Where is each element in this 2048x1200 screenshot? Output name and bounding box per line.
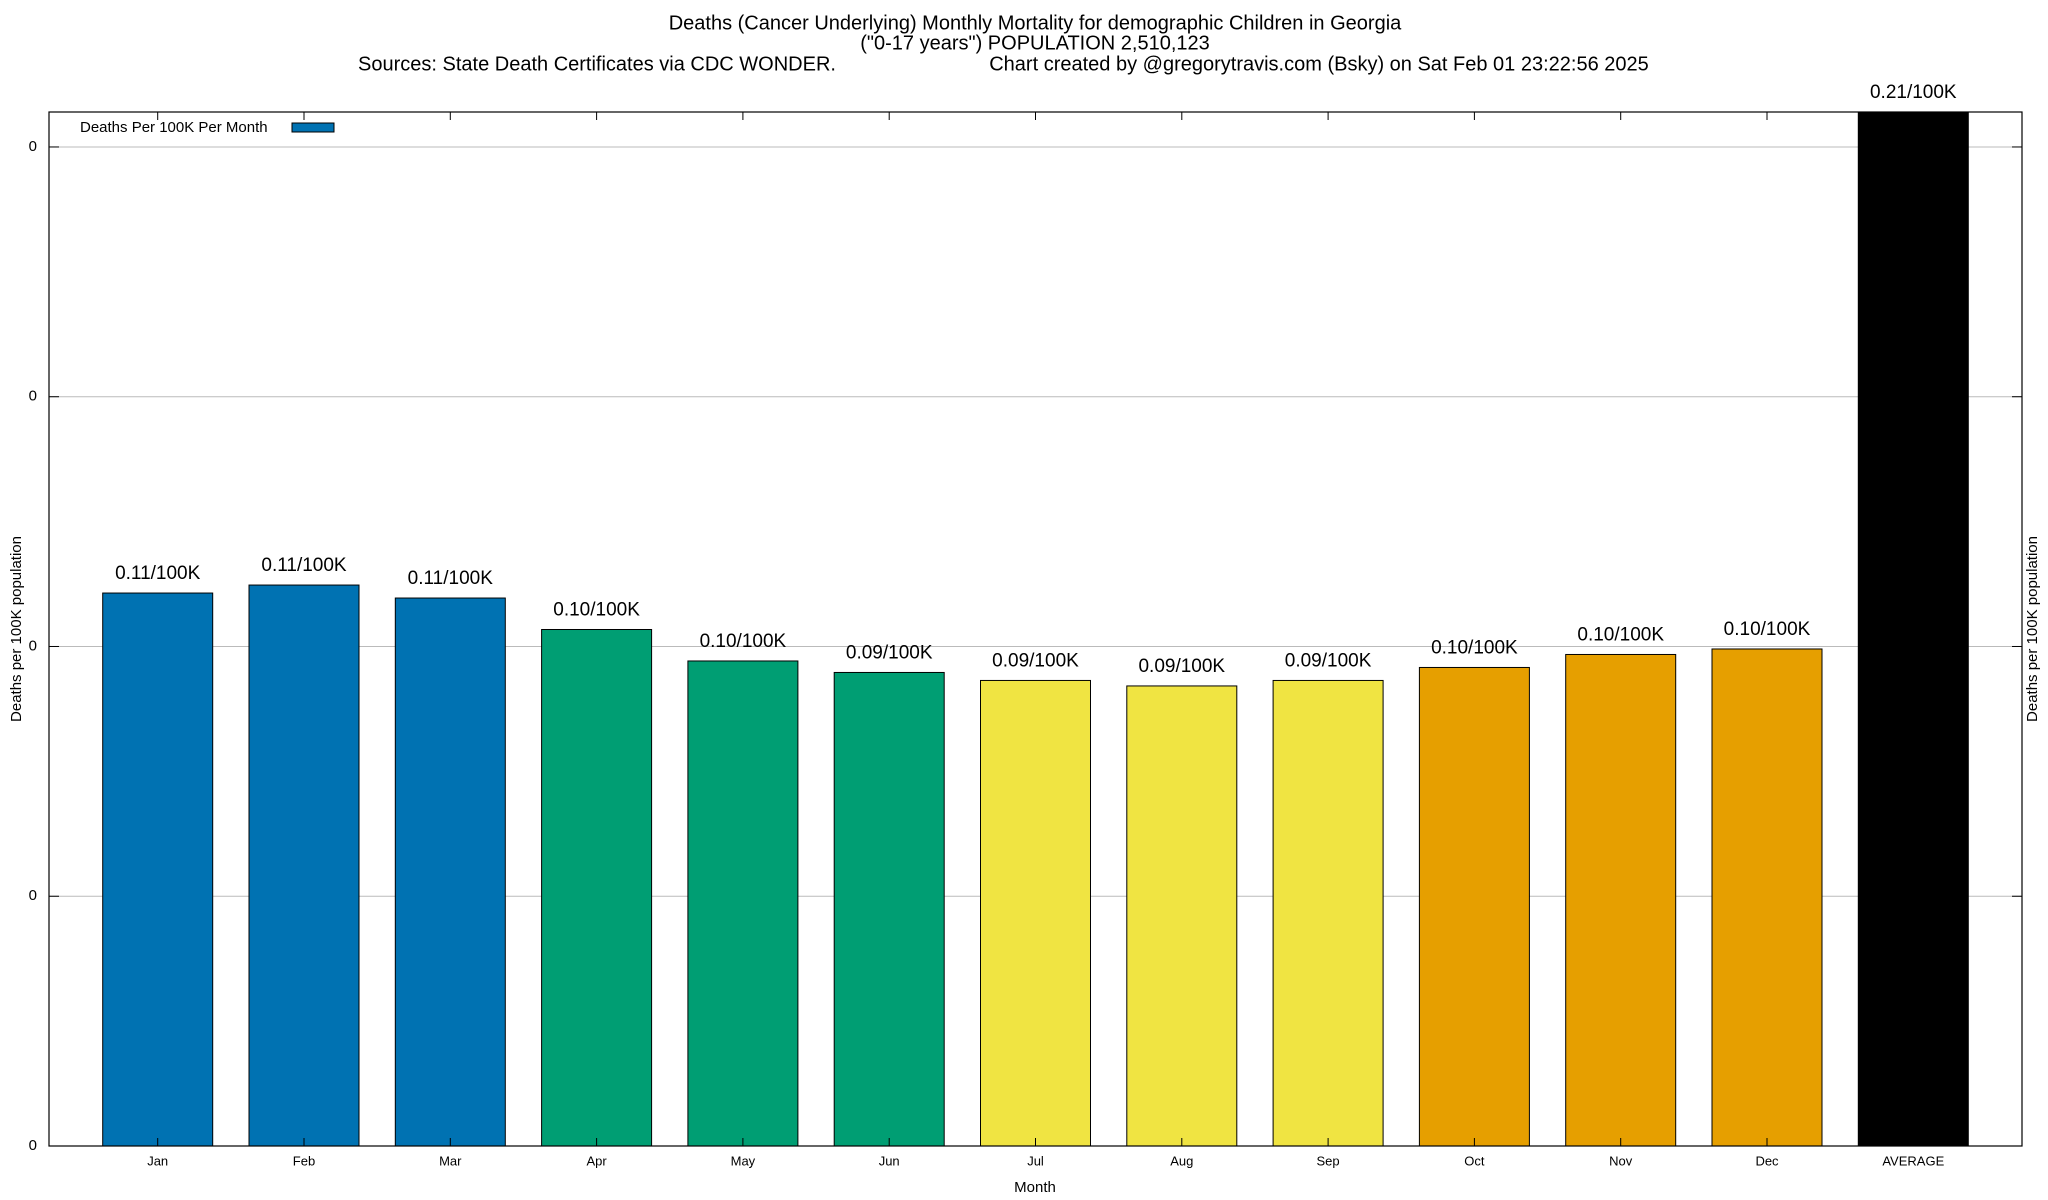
value-label: 0.09/100K	[992, 650, 1079, 671]
x-tick-label: Mar	[439, 1153, 462, 1168]
legend: Deaths Per 100K Per Month	[80, 119, 335, 136]
bar	[1711, 648, 1823, 1146]
legend-swatch	[291, 122, 335, 133]
value-label: 0.10/100K	[1431, 637, 1518, 658]
x-tick-label: Jan	[147, 1153, 168, 1168]
x-tick-label: May	[731, 1153, 756, 1168]
bar	[248, 584, 360, 1146]
bar	[833, 671, 945, 1146]
x-tick-label: Dec	[1755, 1153, 1779, 1168]
chart-subtitle: ("0-17 years") POPULATION 2,510,123	[860, 32, 1210, 54]
value-label: 0.11/100K	[408, 568, 494, 589]
value-label: 0.10/100K	[1577, 624, 1664, 645]
value-label: 0.11/100K	[115, 563, 201, 584]
source: Sources: State Death Certificates via CD…	[358, 53, 836, 75]
bar	[1272, 679, 1384, 1146]
bar	[1418, 666, 1530, 1146]
y-tick-label: 0	[29, 388, 37, 405]
value-label: 0.10/100K	[700, 631, 787, 652]
x-tick-label: Jun	[879, 1153, 900, 1168]
value-label: 0.09/100K	[1138, 656, 1225, 677]
x-tick-label: Oct	[1464, 1153, 1485, 1168]
legend-label: Deaths Per 100K Per Month	[80, 119, 268, 136]
y-tick-label: 0	[29, 637, 37, 654]
y-tick-label: 0	[29, 887, 37, 904]
y2-axis-label: Deaths per 100K population	[2024, 536, 2041, 722]
value-label: 0.10/100K	[553, 600, 640, 621]
value-label: 0.21/100K	[1870, 82, 1957, 103]
y-axis-label: Deaths per 100K population	[8, 536, 25, 722]
bar	[1565, 653, 1677, 1146]
y-tick-label: 0	[29, 138, 37, 155]
bar	[541, 628, 653, 1146]
chart-title: Deaths (Cancer Underlying) Monthly Morta…	[669, 12, 1402, 34]
x-tick-label: Nov	[1609, 1153, 1633, 1168]
x-tick-label: Sep	[1317, 1153, 1340, 1168]
value-label: 0.10/100K	[1724, 619, 1811, 640]
bar	[102, 592, 214, 1146]
bar	[1126, 685, 1238, 1146]
x-axis-label: Month	[1014, 1179, 1056, 1196]
bar	[1857, 112, 1969, 1146]
x-tick-label: Jul	[1027, 1153, 1044, 1168]
credit: Chart created by @gregorytravis.com (Bsk…	[989, 53, 1649, 75]
x-tick-label: Aug	[1170, 1153, 1193, 1168]
x-tick-label: Feb	[293, 1153, 315, 1168]
y-tick-label: 0	[29, 1137, 37, 1154]
bar	[687, 660, 799, 1146]
bar	[394, 597, 506, 1146]
value-label: 0.09/100K	[1285, 650, 1372, 671]
bar	[980, 679, 1091, 1146]
value-label: 0.09/100K	[846, 642, 933, 663]
x-tick-label: AVERAGE	[1882, 1153, 1944, 1168]
x-tick-label: Apr	[586, 1153, 607, 1168]
value-label: 0.11/100K	[261, 555, 347, 576]
